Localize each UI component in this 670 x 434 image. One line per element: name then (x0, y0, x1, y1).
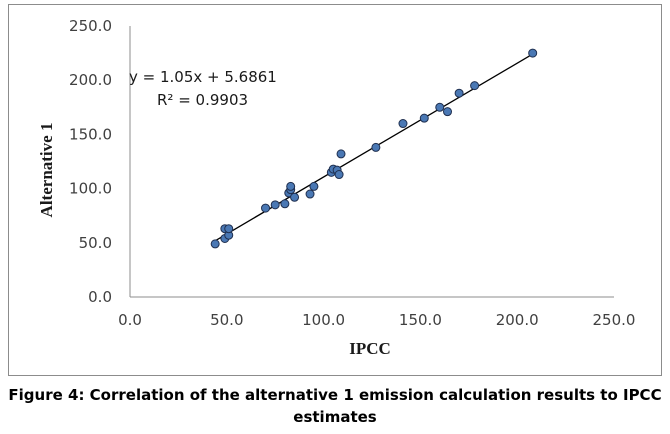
data-point (336, 149, 346, 159)
data-point (334, 170, 344, 180)
axes (129, 26, 614, 298)
y-tick-label: 50.0 (79, 234, 112, 252)
y-tick-label: 0.0 (88, 288, 112, 306)
data-point (286, 181, 296, 191)
data-point (224, 224, 234, 234)
r-squared-label: R² = 0.9903 (157, 91, 248, 109)
x-tick-label: 50.0 (210, 311, 243, 329)
x-tick-label: 0.0 (118, 311, 142, 329)
figure-frame (8, 4, 662, 376)
y-tick-label: 250.0 (69, 17, 112, 35)
figure-caption: Figure 4: Correlation of the alternative… (8, 386, 662, 426)
data-point (454, 88, 464, 98)
y-axis-title: Alternative 1 (37, 123, 56, 218)
x-tick-label: 100.0 (302, 311, 345, 329)
y-tick-label: 100.0 (69, 180, 112, 198)
data-point (290, 192, 300, 202)
data-point (435, 102, 445, 112)
y-tick-label: 200.0 (69, 71, 112, 89)
tick-labels: 0.0 50.0 100.0 150.0 200.0 250.0 0.0 50.0 100.0 1… (69, 17, 635, 329)
data-point (398, 119, 408, 129)
data-point (528, 48, 538, 58)
data-point (305, 189, 315, 199)
data-point (443, 107, 453, 117)
data-points (210, 48, 538, 249)
data-point (419, 113, 429, 123)
y-tick-label: 150.0 (69, 125, 112, 143)
data-point (210, 239, 220, 249)
trendline-equation: y = 1.05x + 5.6861 (129, 68, 277, 86)
x-tick-label: 200.0 (496, 311, 539, 329)
data-point (280, 199, 290, 209)
data-point (270, 200, 280, 210)
data-point (261, 203, 271, 213)
data-point (470, 81, 480, 91)
scatter-chart: 0.0 50.0 100.0 150.0 200.0 250.0 0.0 50.0 100.0 1… (37, 17, 635, 358)
x-axis-title: IPCC (349, 339, 391, 358)
data-point (309, 181, 319, 191)
data-point (371, 142, 381, 152)
x-tick-label: 250.0 (593, 311, 636, 329)
x-tick-label: 150.0 (399, 311, 442, 329)
